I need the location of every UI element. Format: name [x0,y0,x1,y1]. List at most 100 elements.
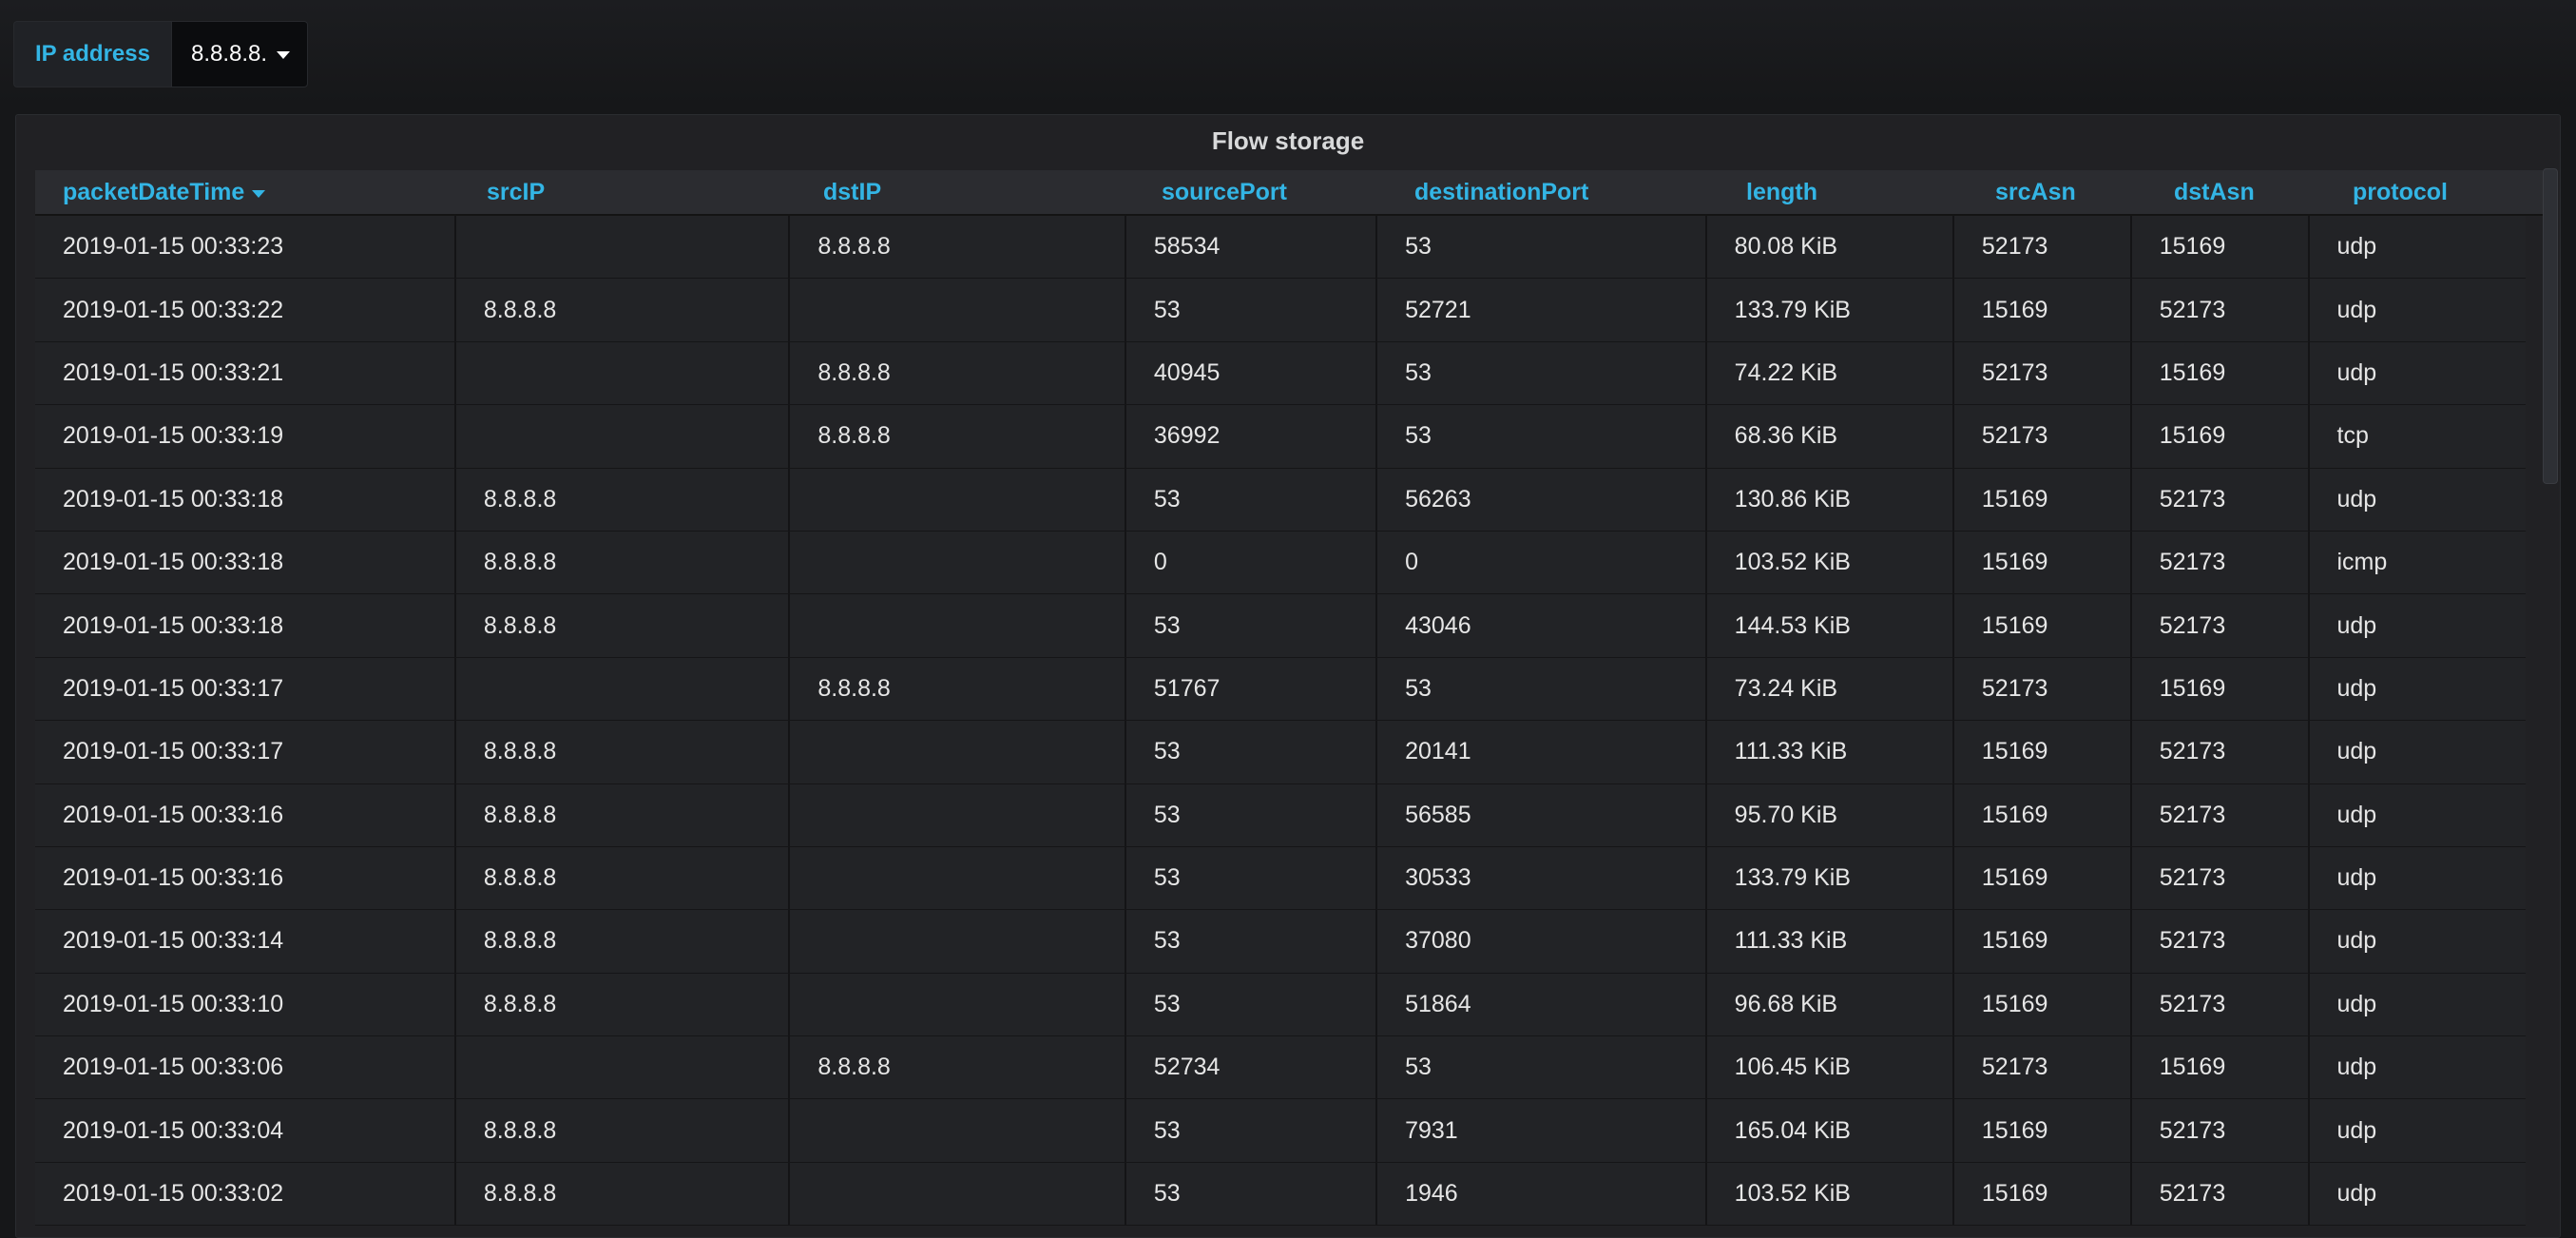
table-row[interactable]: 2019-01-15 00:33:18 8.8.8.8 53 56263 130.86 … [35,468,2526,532]
table-cell-dstasn: 15169 [2132,405,2310,468]
flow-storage-panel: Flow storage packetDateTime srcIP dstIP sou… [15,114,2561,1238]
column-header-srcip[interactable]: srcIP [459,170,796,214]
table-cell-protocol: udp [2336,927,2377,955]
ip-address-dropdown[interactable]: 8.8.8.8. [170,21,309,87]
table-scrollbar[interactable] [2543,168,2558,484]
table-cell-dstasn: 52173 [2132,846,2310,910]
table-cell-protocol: udp [2336,1054,2377,1081]
table-cell-length: 80.08 KiB [1707,216,1954,279]
table-cell-destinationport: 1946 [1377,1162,1707,1226]
table-cell-dstip: 8.8.8.8 [790,341,1126,405]
ip-address-value: 8.8.8.8. [190,41,268,67]
table-cell-srcip: 8.8.8.8 [456,531,791,594]
table-cell-dstasn: 52173 [2132,973,2310,1036]
table-cell-dstip [790,468,1126,531]
table-cell-srcip: 8.8.8.8 [456,846,791,910]
table-cell-srcip: 8.8.8.8 [456,721,791,783]
ip-address-label: IP address [13,21,171,87]
table-cell-srcasn: 15169 [1954,531,2132,594]
table-row[interactable]: 2019-01-15 00:33:16 8.8.8.8 53 56585 95.70 K… [35,783,2526,847]
table-cell-protocol: udp [2336,296,2377,323]
column-header-label: dstAsn [2174,178,2255,205]
table-cell-srcip [456,341,791,405]
table-row[interactable]: 2019-01-15 00:33:19 8.8.8.8 36992 53 68.36 K… [35,405,2526,469]
table-cell-dstip [790,910,1126,973]
table-cell-srcip: 8.8.8.8 [456,1162,791,1226]
table-cell-destinationport: 53 [1377,1036,1707,1099]
table-cell-length: 165.04 KiB [1707,1099,1954,1162]
table-cell-packetdatetime: 2019-01-15 00:33:17 [35,657,456,721]
table-row[interactable]: 2019-01-15 00:33:18 8.8.8.8 53 43046 144.53 … [35,594,2526,658]
table-cell-protocol: udp [2336,358,2377,386]
table-row[interactable]: 2019-01-15 00:33:22 8.8.8.8 53 52721 133.79 … [35,279,2526,342]
table-cell-packetdatetime: 2019-01-15 00:33:19 [35,405,456,468]
table-cell-protocol: udp [2336,485,2377,513]
table-row[interactable]: 2019-01-15 00:33:10 8.8.8.8 53 51864 96.68 K… [35,973,2526,1037]
table-cell-length: 74.22 KiB [1707,341,1954,405]
column-header-dstasn[interactable]: dstAsn [2146,170,2325,214]
table-cell-destinationport: 53 [1377,341,1707,405]
table-cell-srcip: 8.8.8.8 [456,973,791,1036]
table-row[interactable]: 2019-01-15 00:33:04 8.8.8.8 53 7931 165.04 K… [35,1099,2526,1163]
table-cell-sourceport: 53 [1126,594,1378,657]
table-cell-dstasn: 15169 [2132,1036,2310,1099]
table-cell-srcasn: 52173 [1954,1036,2132,1099]
column-header-srcasn[interactable]: srcAsn [1968,170,2146,214]
table-cell-destinationport: 56585 [1377,783,1707,846]
column-header-sourceport[interactable]: sourcePort [1134,170,1387,214]
table-cell-dstasn: 52173 [2132,1099,2310,1162]
table-cell-protocol: udp [2336,1116,2377,1144]
table-cell-srcasn: 52173 [1954,216,2132,279]
table-cell-dstip [790,783,1126,846]
table-cell-packetdatetime: 2019-01-15 00:33:04 [35,1099,456,1162]
column-header-label: destinationPort [1414,178,1589,205]
table-header: packetDateTime srcIP dstIP sourcePort destin… [35,170,2543,216]
table-cell-srcip [456,216,791,279]
table-cell-protocol: udp [2336,1180,2377,1208]
column-header-label: length [1746,178,1817,205]
table-cell-dstasn: 52173 [2132,594,2310,657]
table-row[interactable]: 2019-01-15 00:33:17 8.8.8.8 53 20141 111.33 … [35,721,2526,784]
column-header-protocol[interactable]: protocol [2325,170,2543,214]
table-cell-srcip: 8.8.8.8 [456,783,791,846]
table-row[interactable]: 2019-01-15 00:33:02 8.8.8.8 53 1946 103.52 K… [35,1162,2526,1227]
table-cell-dstasn: 52173 [2132,721,2310,783]
table-row[interactable]: 2019-01-15 00:33:18 8.8.8.8 0 0 103.52 KiB 15… [35,531,2526,595]
table-cell-srcip: 8.8.8.8 [456,594,791,657]
table-cell-length: 111.33 KiB [1707,910,1954,973]
table-cell-destinationport: 51864 [1377,973,1707,1036]
dashboard-header: IP address 8.8.8.8. [0,0,2576,105]
table-cell-srcip: 8.8.8.8 [456,468,791,531]
table-row[interactable]: 2019-01-15 00:33:21 8.8.8.8 40945 53 74.22 K… [35,341,2526,406]
table-cell-dstip [790,846,1126,910]
table-cell-sourceport: 53 [1126,1162,1378,1226]
column-header-dstip[interactable]: dstIP [796,170,1134,214]
table-cell-srcip: 8.8.8.8 [456,1099,791,1162]
table-cell-destinationport: 52721 [1377,279,1707,341]
table-cell-srcasn: 52173 [1954,657,2132,721]
column-header-packetdatetime[interactable]: packetDateTime [35,170,459,214]
table-cell-destinationport: 37080 [1377,910,1707,973]
table-row[interactable]: 2019-01-15 00:33:16 8.8.8.8 53 30533 133.79 … [35,846,2526,911]
table-cell-sourceport: 53 [1126,973,1378,1036]
table-cell-packetdatetime: 2019-01-15 00:33:17 [35,721,456,783]
table-cell-dstip [790,531,1126,594]
table-row[interactable]: 2019-01-15 00:33:14 8.8.8.8 53 37080 111.33 … [35,910,2526,974]
table-row[interactable]: 2019-01-15 00:33:17 8.8.8.8 51767 53 73.24 K… [35,657,2526,722]
table-cell-dstip [790,1162,1126,1226]
table-cell-packetdatetime: 2019-01-15 00:33:22 [35,279,456,341]
table-cell-packetdatetime: 2019-01-15 00:33:06 [35,1036,456,1099]
table-cell-protocol: tcp [2336,422,2369,450]
table-cell-protocol: udp [2336,674,2377,702]
table-row[interactable]: 2019-01-15 00:33:06 8.8.8.8 52734 53 106.45 … [35,1036,2526,1100]
panel-title[interactable]: Flow storage [1211,126,1365,155]
table-cell-dstasn: 52173 [2132,783,2310,846]
table-cell-srcasn: 15169 [1954,1099,2132,1162]
table-cell-sourceport: 51767 [1126,657,1378,721]
table-cell-length: 103.52 KiB [1707,1162,1954,1226]
table-cell-dstasn: 52173 [2132,279,2310,341]
table-row[interactable]: 2019-01-15 00:33:23 8.8.8.8 58534 53 80.08 K… [35,216,2526,280]
table-cell-packetdatetime: 2019-01-15 00:33:16 [35,783,456,846]
column-header-destinationport[interactable]: destinationPort [1387,170,1719,214]
column-header-length[interactable]: length [1719,170,1968,214]
